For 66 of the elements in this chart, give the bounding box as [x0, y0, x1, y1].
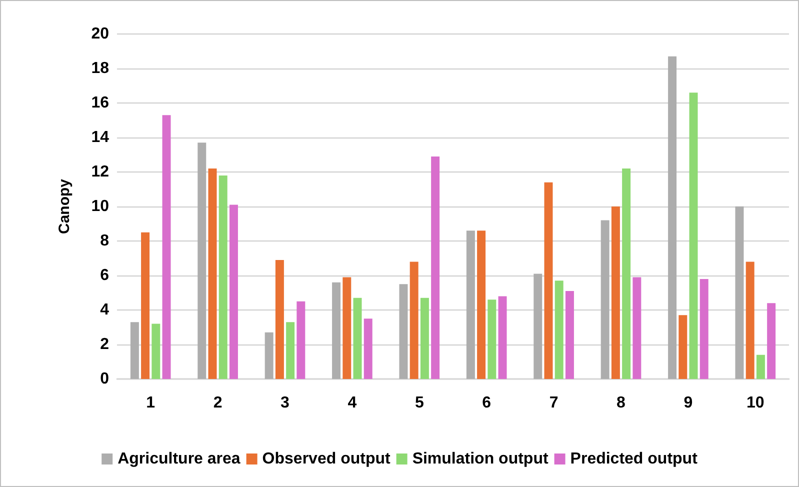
bar [678, 315, 688, 379]
bar [332, 282, 341, 379]
bar [700, 278, 708, 379]
x-tick-label: 9 [684, 394, 693, 412]
y-tick-label: 12 [91, 164, 110, 180]
bar [767, 303, 776, 379]
y-tick-label: 10 [91, 198, 110, 215]
bar [218, 175, 228, 379]
bar [342, 277, 352, 379]
bar [488, 300, 496, 379]
x-tick-label: 3 [280, 394, 290, 412]
y-tick-label: 6 [100, 267, 110, 284]
bar [353, 298, 362, 379]
legend-label: Agriculture area [118, 450, 240, 468]
legend-label: Observed output [262, 450, 391, 468]
bar [534, 274, 542, 379]
x-tick-label: 6 [482, 394, 492, 412]
y-tick-label: 20 [91, 26, 110, 42]
x-tick-label: 5 [414, 394, 424, 412]
bar [264, 332, 274, 379]
y-axis-title: Canopy [56, 178, 73, 234]
legend-label: Simulation output [412, 450, 549, 468]
bar [632, 277, 642, 379]
bar [431, 156, 440, 379]
bar [544, 182, 553, 379]
bar [565, 291, 574, 379]
y-tick-label: 18 [91, 60, 110, 77]
bar [275, 260, 284, 379]
x-tick-label: 4 [348, 394, 357, 412]
y-tick-label: 8 [100, 232, 110, 250]
bar [600, 220, 610, 379]
bar [399, 284, 408, 379]
bar [410, 262, 418, 379]
bar [554, 280, 564, 379]
bar [689, 92, 698, 379]
bar [286, 322, 295, 379]
bar [477, 230, 486, 379]
y-tick-label: 2 [100, 336, 110, 353]
bar [296, 301, 306, 379]
legend-label: Predicted output [570, 450, 698, 468]
y-tick-label: 4 [100, 302, 110, 318]
bar [162, 115, 171, 379]
x-tick-label: 7 [549, 394, 558, 412]
x-tick-label: 2 [213, 394, 222, 412]
bar [198, 142, 206, 379]
bar [498, 296, 507, 379]
bar [746, 262, 754, 379]
bar [668, 56, 677, 379]
bar [420, 298, 429, 379]
bar [622, 168, 631, 379]
y-tick-label: 0 [100, 370, 110, 388]
bar [152, 324, 160, 379]
x-tick-label: 10 [746, 394, 764, 412]
x-tick-label: 8 [616, 394, 626, 412]
x-tick-label: 1 [146, 394, 156, 412]
bar [141, 232, 150, 379]
y-tick-label: 14 [91, 129, 110, 146]
bar [756, 354, 765, 379]
bar [735, 206, 744, 379]
y-tick-label: 16 [91, 94, 110, 112]
bar [611, 206, 620, 379]
bar [229, 204, 238, 379]
bar [208, 168, 217, 379]
bar [466, 230, 475, 379]
bar [364, 318, 372, 379]
bar [130, 322, 139, 379]
